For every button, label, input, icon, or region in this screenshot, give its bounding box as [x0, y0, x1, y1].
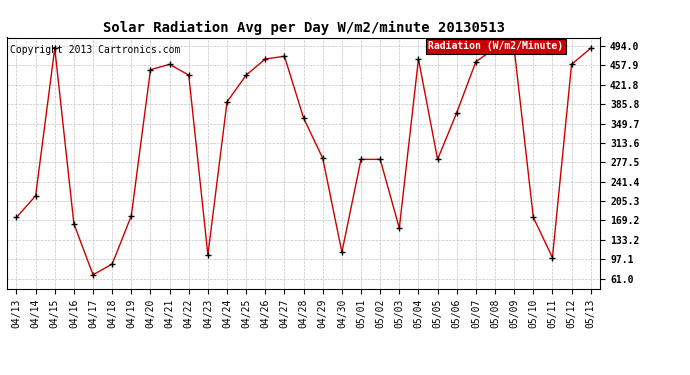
Text: Radiation (W/m2/Minute): Radiation (W/m2/Minute) — [428, 41, 563, 51]
Title: Solar Radiation Avg per Day W/m2/minute 20130513: Solar Radiation Avg per Day W/m2/minute … — [103, 21, 504, 35]
Text: Copyright 2013 Cartronics.com: Copyright 2013 Cartronics.com — [10, 45, 180, 55]
